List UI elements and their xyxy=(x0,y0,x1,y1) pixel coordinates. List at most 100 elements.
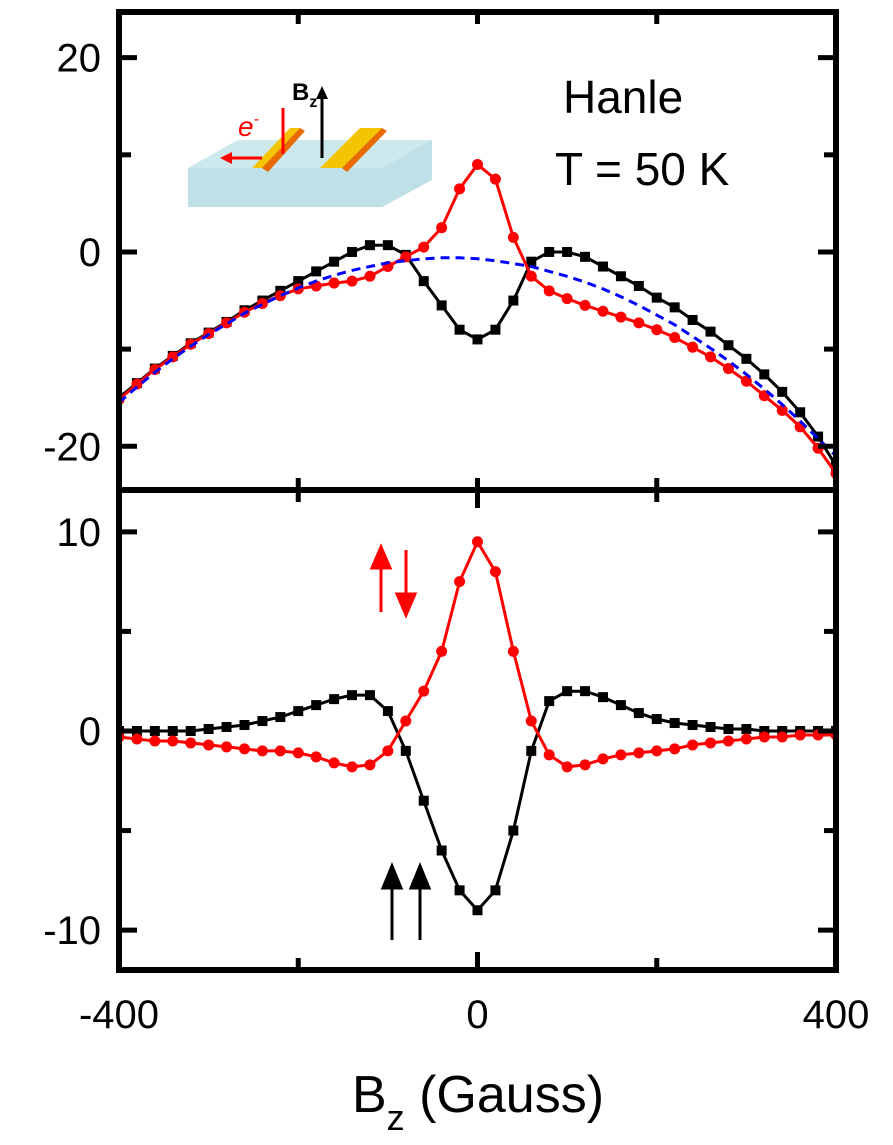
data-point xyxy=(561,293,573,305)
data-point xyxy=(203,739,215,751)
data-point xyxy=(328,757,340,769)
data-point xyxy=(669,718,680,729)
data-point xyxy=(400,745,411,756)
arrow-head xyxy=(220,152,232,164)
electrode-edge xyxy=(342,128,387,172)
data-point xyxy=(543,285,555,297)
data-point xyxy=(615,700,626,711)
data-point xyxy=(562,686,573,697)
x-axis-label: Bz (Gauss) xyxy=(352,1066,604,1138)
data-point xyxy=(544,246,555,257)
spin-arrows-antiparallel xyxy=(369,543,418,619)
data-point xyxy=(669,331,681,343)
data-point xyxy=(489,566,501,578)
data-point xyxy=(615,749,627,761)
data-point xyxy=(741,353,752,364)
data-point xyxy=(292,747,304,759)
data-point xyxy=(561,761,573,773)
plot-frame xyxy=(116,9,839,493)
data-point xyxy=(418,241,430,253)
arrow-head xyxy=(316,86,328,99)
data-point xyxy=(203,724,214,735)
data-point xyxy=(526,745,537,756)
data-point xyxy=(687,720,698,731)
data-point xyxy=(472,334,483,345)
data-point xyxy=(722,735,734,747)
y-tick-label: -20 xyxy=(43,425,101,469)
data-point xyxy=(633,747,645,759)
annotation: T = 50 K xyxy=(555,143,730,195)
data-point xyxy=(364,759,376,771)
data-point xyxy=(418,276,429,287)
data-point xyxy=(346,275,358,287)
data-point xyxy=(221,722,232,733)
data-point xyxy=(777,386,788,397)
data-point xyxy=(651,292,662,303)
inset-label: e- xyxy=(238,111,259,142)
data-point xyxy=(149,364,161,376)
y-tick-label: 0 xyxy=(79,231,101,275)
data-point xyxy=(185,338,197,350)
data-point xyxy=(418,795,429,806)
data-point xyxy=(364,690,375,701)
data-point xyxy=(705,351,717,363)
data-point xyxy=(722,363,734,375)
data-point xyxy=(472,905,483,916)
data-point xyxy=(238,743,250,755)
data-point xyxy=(794,729,806,741)
inset-label: Bz xyxy=(292,79,317,111)
data-point xyxy=(293,276,304,287)
x-tick-label: -400 xyxy=(79,993,159,1037)
plot-area xyxy=(119,159,836,479)
data-point xyxy=(579,299,591,311)
data-point xyxy=(167,725,178,736)
data-point xyxy=(705,737,717,749)
data-point xyxy=(221,317,233,329)
arrow-head xyxy=(408,862,432,890)
data-point xyxy=(454,324,465,335)
electrode xyxy=(320,128,382,168)
data-point xyxy=(490,324,501,335)
data-point xyxy=(185,737,197,749)
data-point xyxy=(758,731,770,743)
data-point xyxy=(257,716,268,727)
data-point xyxy=(705,722,716,733)
data-point xyxy=(274,745,286,757)
data-point xyxy=(633,317,645,329)
arrow-head xyxy=(380,862,404,890)
data-point xyxy=(525,715,537,727)
data-point xyxy=(347,690,358,701)
fit-line xyxy=(119,256,836,458)
data-point xyxy=(329,256,340,267)
spin-arrows-parallel xyxy=(380,862,432,940)
data-point xyxy=(580,251,591,262)
data-point xyxy=(597,692,608,703)
data-point xyxy=(256,745,268,757)
data-point xyxy=(472,159,483,171)
data-point xyxy=(507,231,519,243)
data-point xyxy=(364,270,376,282)
data-point xyxy=(508,295,519,306)
electrode xyxy=(252,128,300,168)
data-point xyxy=(329,694,340,705)
data-point xyxy=(293,706,304,717)
data-point xyxy=(562,246,573,257)
x-tick-label: 400 xyxy=(803,993,870,1037)
data-point xyxy=(597,305,609,317)
data-point xyxy=(149,725,160,736)
data-point xyxy=(615,271,626,282)
data-point xyxy=(436,845,447,856)
annotation: Hanle xyxy=(563,71,683,123)
arrow-head xyxy=(369,543,393,570)
data-point xyxy=(436,645,448,657)
data-point xyxy=(759,725,770,736)
data-point xyxy=(633,280,644,291)
data-point xyxy=(580,686,591,697)
data-point xyxy=(328,277,340,289)
data-point xyxy=(651,714,662,725)
data-point xyxy=(167,735,179,747)
y-tick-label: -10 xyxy=(43,909,101,953)
data-point xyxy=(615,311,627,323)
inset-schematic: Bz e- xyxy=(188,79,432,207)
